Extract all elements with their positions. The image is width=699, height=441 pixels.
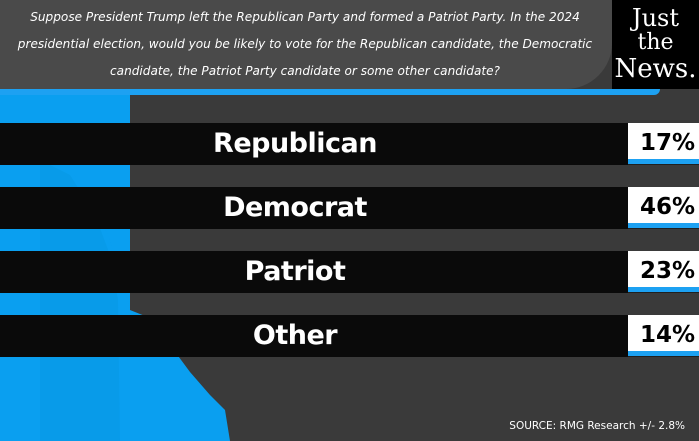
just-the-news-logo: Just the News. <box>612 0 699 89</box>
header-accent-stripe <box>0 89 660 95</box>
category-label-republican: Republican <box>0 123 590 165</box>
value-box-democrat: 46% <box>628 187 699 228</box>
question-line-1: Suppose President Trump left the Republi… <box>30 10 580 24</box>
value-box-other: 14% <box>628 315 699 356</box>
logo-line-just: Just <box>612 5 699 31</box>
value-box-patriot: 23% <box>628 251 699 292</box>
value-box-republican: 17% <box>628 123 699 164</box>
question-header: Suppose President Trump left the Republi… <box>0 0 612 89</box>
category-label-democrat: Democrat <box>0 187 590 229</box>
category-label-patriot: Patriot <box>0 251 590 293</box>
survey-question: Suppose President Trump left the Republi… <box>4 4 606 85</box>
value-label-democrat: 46% <box>628 187 695 223</box>
category-label-other: Other <box>0 315 590 357</box>
value-label-republican: 17% <box>628 123 695 159</box>
logo-line-news: News. <box>612 55 699 83</box>
value-label-other: 14% <box>628 315 695 351</box>
logo-line-the: the <box>612 31 699 55</box>
value-label-patriot: 23% <box>628 251 695 287</box>
question-line-2: presidential election, would you be like… <box>18 37 592 51</box>
question-line-3: candidate, the Patriot Party candidate o… <box>110 64 500 78</box>
source-note: SOURCE: RMG Research +/- 2.8% <box>509 420 685 432</box>
